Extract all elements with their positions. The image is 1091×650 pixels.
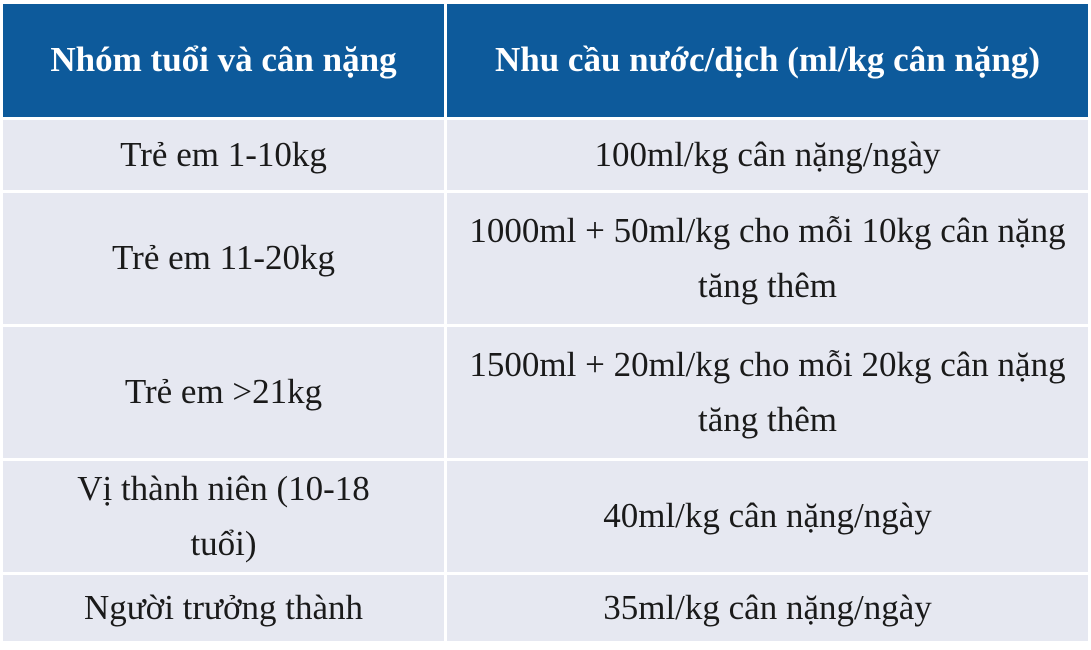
table-row: Trẻ em 1-10kg 100ml/kg cân nặng/ngày (3, 120, 1088, 190)
header-cell: Nhóm tuổi và cân nặng (3, 4, 444, 117)
table-cell: 100ml/kg cân nặng/ngày (447, 120, 1088, 190)
table-row: Người trưởng thành 35ml/kg cân nặng/ngày (3, 575, 1088, 641)
header-row: Nhóm tuổi và cân nặng Nhu cầu nước/dịch … (3, 4, 1088, 117)
table-row: Vị thành niên (10-18 tuổi) 40ml/kg cân nặ… (3, 461, 1088, 572)
table-cell: Trẻ em 1-10kg (3, 120, 444, 190)
table-row: Trẻ em 11-20kg 1000ml + 50ml/kg cho mỗi 1… (3, 193, 1088, 324)
table-cell: Trẻ em >21kg (3, 327, 444, 458)
table-cell: Người trưởng thành (3, 575, 444, 641)
header-cell: Nhu cầu nước/dịch (ml/kg cân nặng) (447, 4, 1088, 117)
table-cell: Trẻ em 11-20kg (3, 193, 444, 324)
table-cell: 1500ml + 20ml/kg cho mỗi 20kg cân nặng t… (447, 327, 1088, 458)
table-row: Trẻ em >21kg 1500ml + 20ml/kg cho mỗi 20k… (3, 327, 1088, 458)
table-cell: Vị thành niên (10-18 tuổi) (3, 461, 444, 572)
table-body: Trẻ em 1-10kg 100ml/kg cân nặng/ngày Trẻ e… (3, 120, 1088, 641)
table-cell: 35ml/kg cân nặng/ngày (447, 575, 1088, 641)
table-cell: 40ml/kg cân nặng/ngày (447, 461, 1088, 572)
table-cell: 1000ml + 50ml/kg cho mỗi 10kg cân nặng t… (447, 193, 1088, 324)
